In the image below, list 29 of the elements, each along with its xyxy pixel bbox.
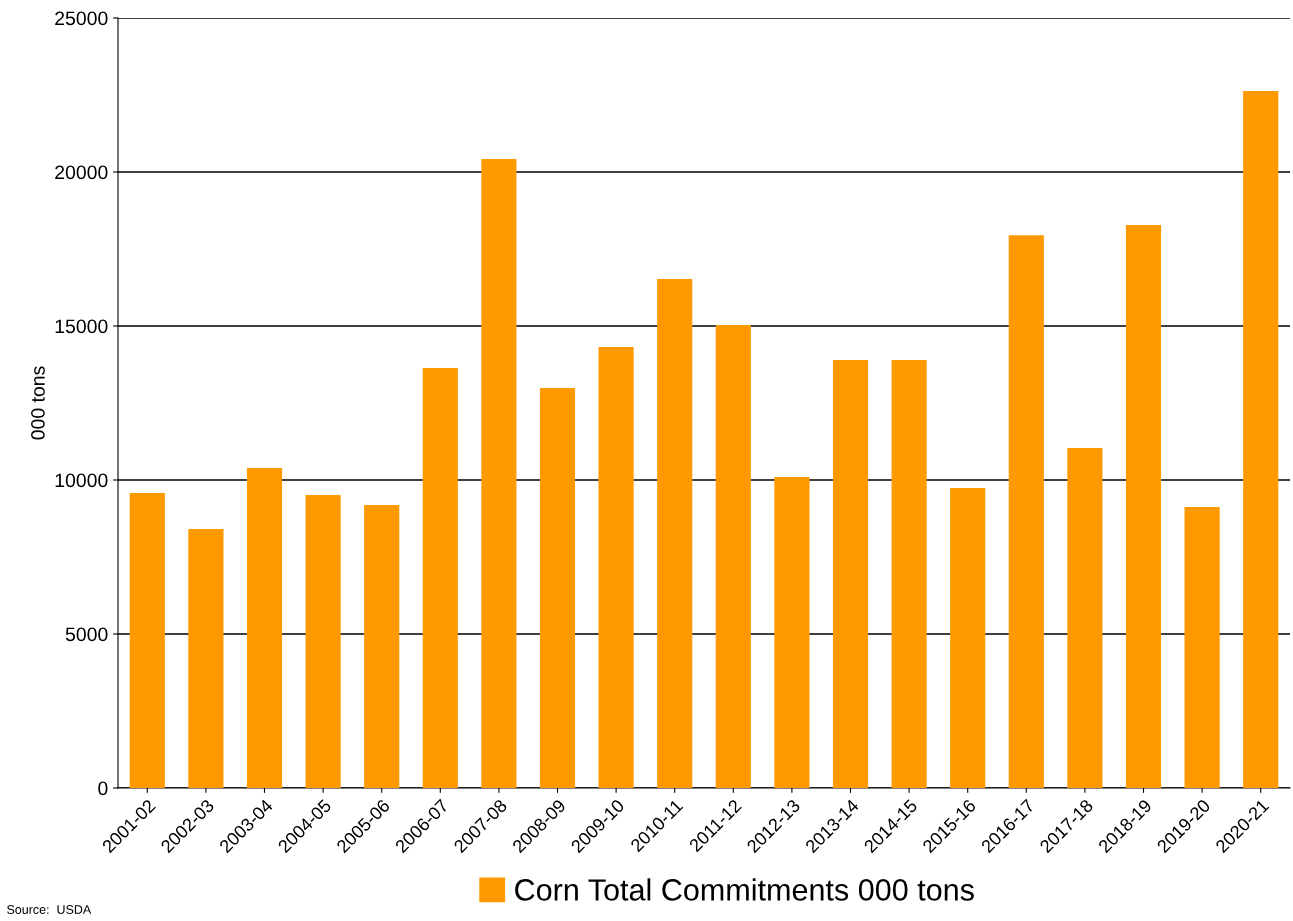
bar [891, 359, 927, 788]
bar [774, 476, 810, 788]
bar [364, 504, 400, 788]
bar [657, 278, 693, 788]
bar [1184, 507, 1220, 788]
bar [715, 325, 751, 788]
y-tick-label: 10000 [55, 473, 108, 488]
bar [305, 495, 341, 788]
source-note: Source: USDA [7, 905, 92, 914]
bar [129, 492, 165, 788]
bar [598, 346, 634, 788]
bar [1243, 91, 1279, 788]
bar [188, 528, 224, 788]
y-tick-label: 25000 [55, 11, 108, 26]
y-tick-label: 15000 [55, 319, 108, 334]
bar [246, 467, 283, 788]
bar [1067, 447, 1103, 788]
bar [950, 488, 986, 788]
bar [481, 159, 517, 788]
y-tick-label: 5000 [65, 627, 108, 642]
legend-label: Corn Total Commitments 000 tons [515, 878, 974, 901]
bar [832, 359, 869, 788]
y-axis-title: 000 tons [31, 366, 45, 440]
bar [1008, 235, 1044, 788]
bar [539, 387, 576, 788]
bar [422, 367, 458, 788]
y-tick-label: 20000 [55, 165, 108, 180]
bar [1125, 224, 1162, 788]
y-tick-label: 0 [98, 781, 108, 796]
